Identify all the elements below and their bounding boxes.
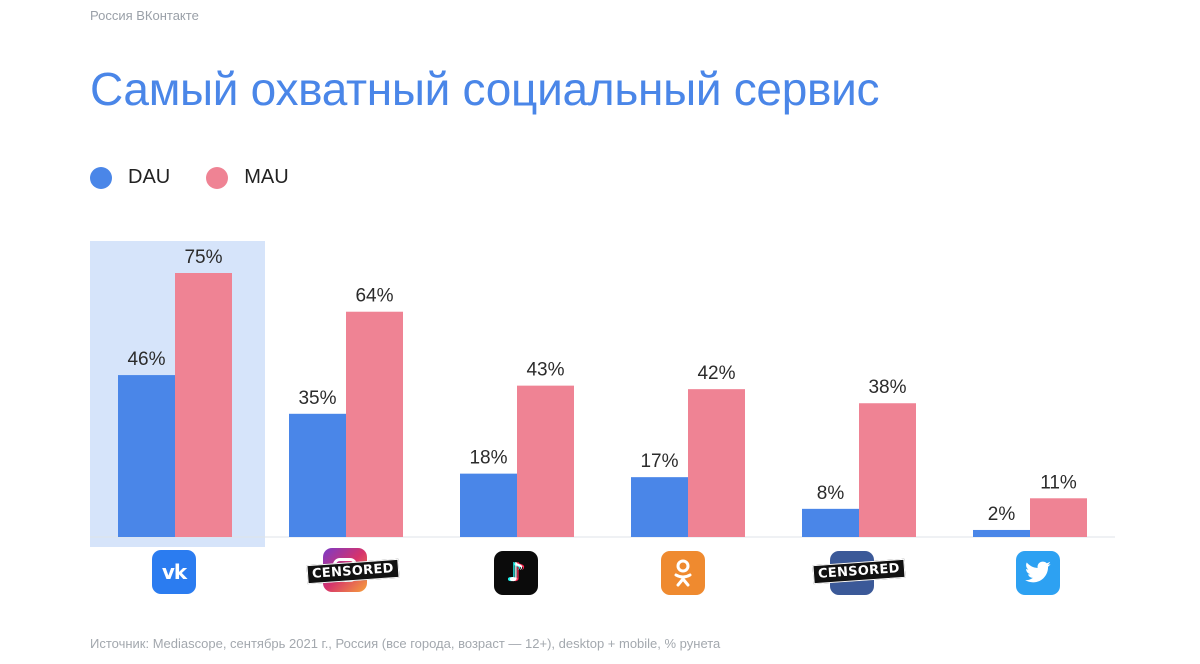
data-label-dau-vk: 46% [127,349,165,370]
data-label-mau-vk: 75% [184,247,222,268]
legend-item-dau: DAU [90,166,170,189]
legend-swatch-mau [206,166,229,189]
bar-mau-vk [175,273,232,537]
legend-label-mau: MAU [244,166,289,188]
data-label-dau-twitter: 2% [988,504,1016,525]
data-label-mau-instagram: 64% [355,286,393,307]
data-label-dau-tiktok: 18% [469,448,507,469]
data-label-mau-tiktok: 43% [526,360,564,381]
bar-mau-twitter [1030,498,1087,537]
bar-dau-vk [118,375,175,537]
tiktok-logo-icon: ♪ [494,551,538,595]
bar-dau-odnoklassniki [631,477,688,537]
data-label-dau-facebook: 8% [817,483,845,504]
bar-mau-tiktok [517,385,574,537]
data-label-mau-twitter: 11% [1040,472,1077,493]
chart-legend: DAU MAU [90,166,325,189]
legend-label-dau: DAU [128,166,171,188]
twitter-logo-icon [1016,551,1060,595]
legend-item-mau: MAU [206,166,289,189]
data-label-mau-odnoklassniki: 42% [697,363,735,384]
legend-swatch-dau [90,166,112,189]
page-title: Самый охватный социальный сервис [90,63,880,115]
bar-mau-instagram [346,311,403,537]
bar-mau-odnoklassniki [688,389,745,537]
data-label-dau-odnoklassniki: 17% [640,451,678,472]
source-note: Источник: Mediascope, сентябрь 2021 г., … [90,636,721,651]
odnoklassniki-logo-icon [661,551,705,595]
data-label-dau-instagram: 35% [298,388,336,409]
bar-dau-instagram [289,413,346,537]
data-label-mau-facebook: 38% [868,377,906,398]
bar-dau-twitter [973,529,1030,537]
bar-mau-facebook [859,403,916,537]
vk-logo-icon: vk [152,550,196,594]
bar-dau-tiktok [460,473,517,537]
brand-label: Россия ВКонтакте [90,8,199,23]
bar-dau-facebook [802,508,859,537]
